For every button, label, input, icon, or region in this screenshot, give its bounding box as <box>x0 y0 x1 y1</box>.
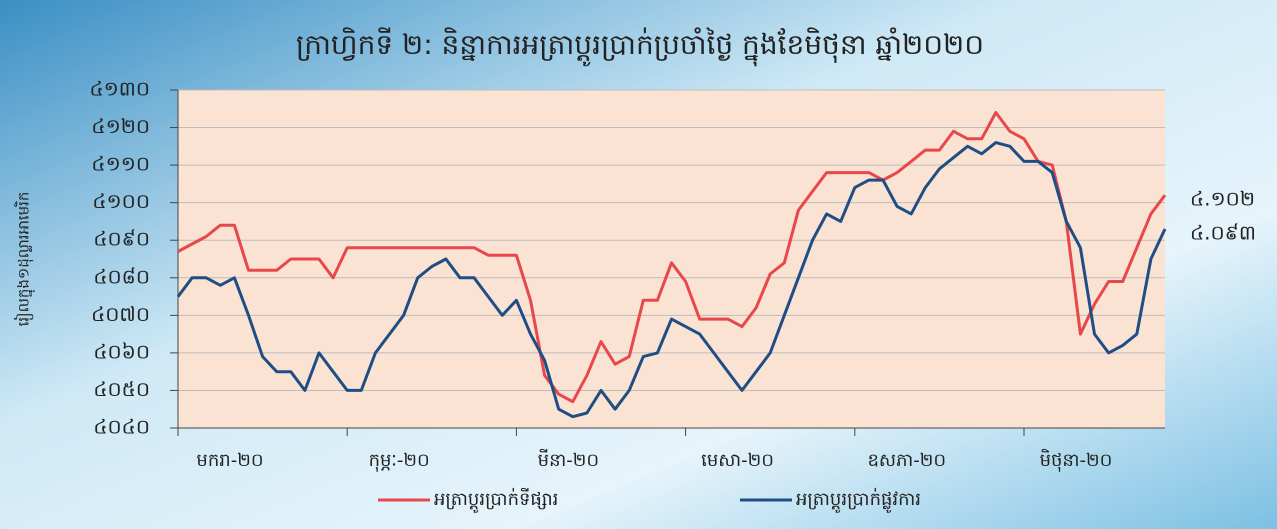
y-tick-label: ៤០៨០ <box>93 264 150 288</box>
y-tick-label: ៤០៦០ <box>93 339 150 363</box>
x-tick-label: មករា-២០ <box>196 450 263 471</box>
series-line <box>176 141 1167 419</box>
y-tick-label: ៤០៥០ <box>93 377 150 401</box>
x-tick-label: មិថុនា-២០ <box>1040 448 1113 472</box>
x-tick-label: មេសា-២០ <box>701 450 774 471</box>
y-tick-label: ៤១៣០ <box>89 77 150 101</box>
legend-label: អត្រាប្តូរប្រាក់ផ្លូវការ <box>796 487 921 513</box>
y-tick-label: ៤០៩០ <box>93 227 150 251</box>
y-tick-label: ៤១០០ <box>92 189 150 213</box>
y-tick-label: ៤០៤០ <box>93 415 150 439</box>
x-tick-label: មីនា-២០ <box>538 448 599 471</box>
y-axis-label: រៀលក្នុង១ដុល្លារអាមេរិក <box>14 192 36 327</box>
y-tick-label: ៤១១០ <box>91 152 150 176</box>
chart-title: ក្រាហ្វិកទី ២: និន្នាការអត្រាប្តូរប្រាក់… <box>296 27 984 67</box>
x-tick-label: ឧសភា-២០ <box>868 450 947 471</box>
value-label: ៤.១០២ <box>1190 187 1255 211</box>
plot-area <box>178 90 1165 428</box>
x-tick-label: កុម្ភៈ-២០ <box>369 450 430 472</box>
value-label: ៤.០៩៣ <box>1190 220 1256 244</box>
y-tick-label: ៤០៧០ <box>91 302 150 326</box>
legend-label: អត្រាប្តូរប្រាក់ទីផ្សារ <box>434 487 558 513</box>
series-line <box>177 111 1167 404</box>
y-tick-label: ៤១២០ <box>91 114 150 138</box>
